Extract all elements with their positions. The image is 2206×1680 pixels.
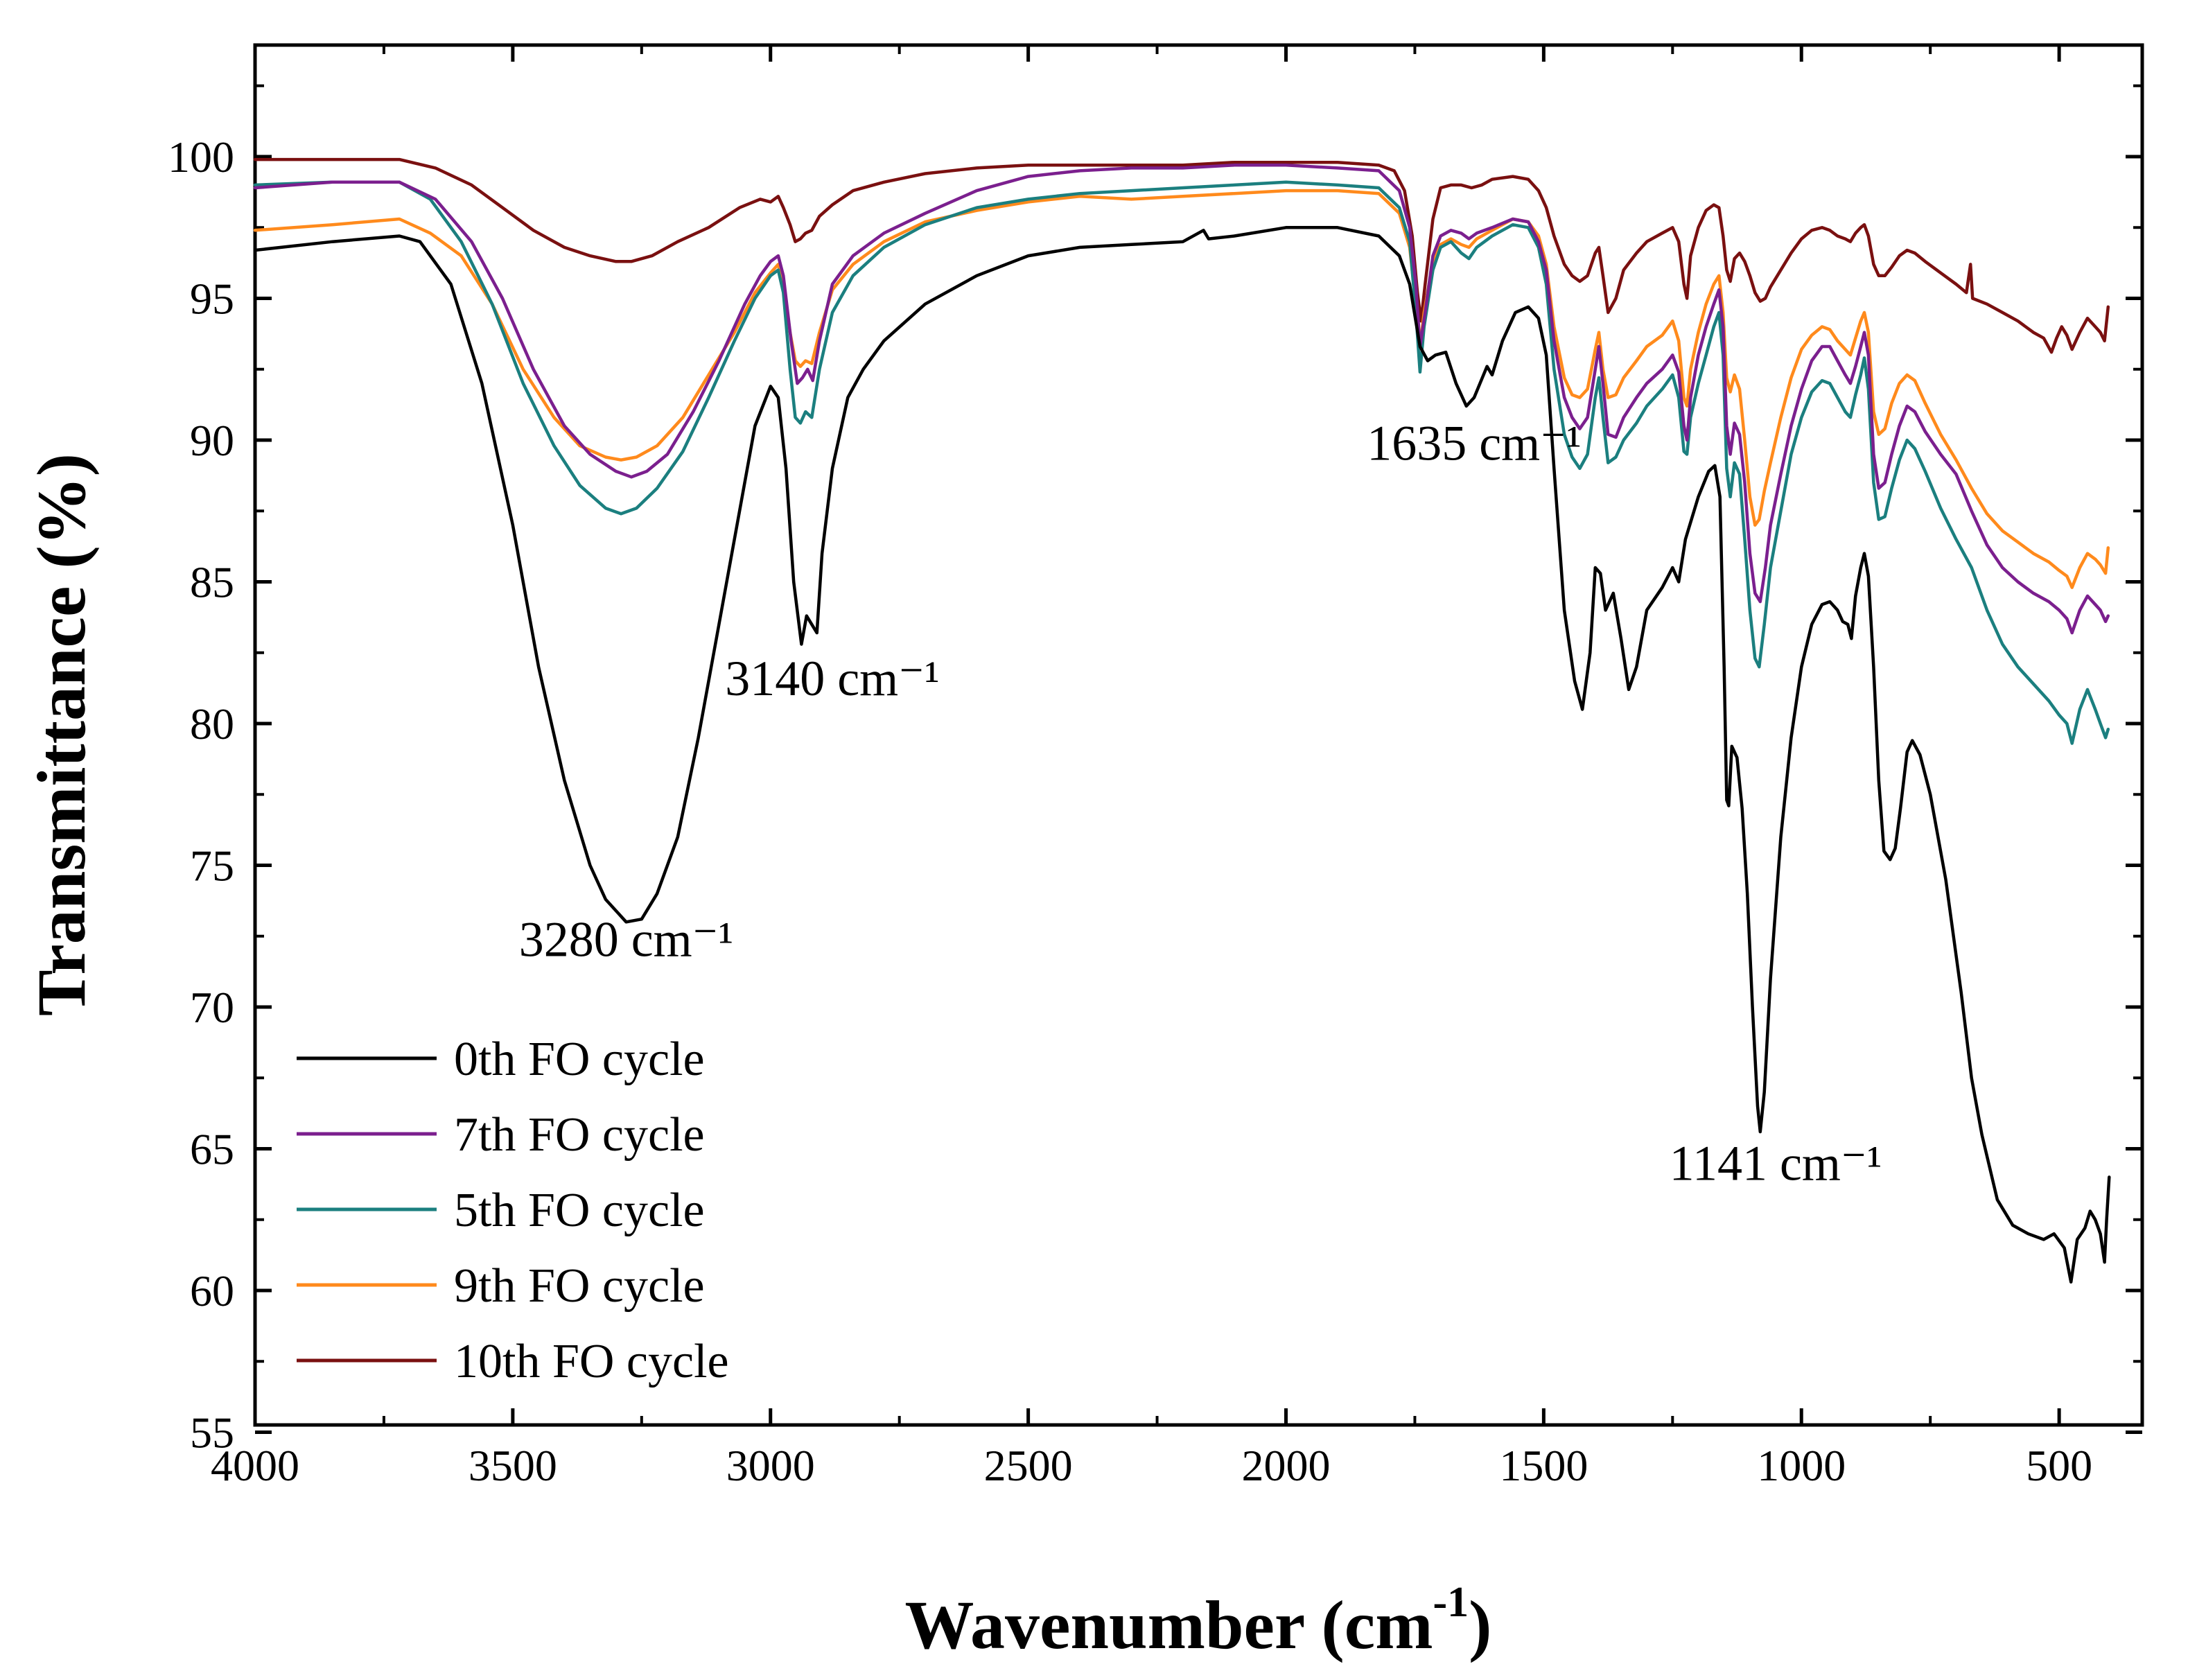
y-tick-label: 100 (168, 132, 234, 182)
peak-annotation: 1635 cm⁻¹ (1367, 416, 1582, 471)
y-tick-label: 70 (190, 983, 234, 1032)
y-tick-label: 65 (190, 1125, 234, 1174)
series-line-2 (253, 180, 2110, 745)
x-axis-title-main: Wavenumber (cm (905, 1586, 1433, 1663)
y-tick-label: 85 (190, 558, 234, 607)
x-axis-title-sup: -1 (1433, 1579, 1469, 1626)
legend-label: 9th FO cycle (454, 1259, 705, 1313)
y-tick-label: 80 (190, 699, 234, 749)
peak-annotations: 3280 cm⁻¹ 3140 cm⁻¹ 1635 cm⁻¹ 1141 cm⁻¹ (519, 416, 1882, 1191)
y-tick-label: 75 (190, 841, 234, 891)
y-axis-title: Transmittance (%) (23, 453, 100, 1016)
plot-frame (253, 43, 2144, 1427)
x-axis-title-end: ) (1469, 1586, 1491, 1663)
y-tick-label: 55 (190, 1408, 234, 1458)
x-tick-label: 3500 (469, 1441, 557, 1490)
x-tick-label: 4000 (211, 1441, 299, 1490)
x-tick-label: 1500 (1499, 1441, 1588, 1490)
peak-annotation: 1141 cm⁻¹ (1670, 1135, 1882, 1191)
peak-annotation: 3140 cm⁻¹ (725, 651, 940, 706)
legend-label: 10th FO cycle (454, 1335, 729, 1388)
peak-annotation: 3280 cm⁻¹ (519, 911, 734, 967)
x-tick-label: 500 (2026, 1441, 2092, 1490)
x-axis-title: Wavenumber (cm-1) (905, 1579, 1492, 1663)
y-tick-label: 95 (190, 274, 234, 324)
series-line-4 (253, 157, 2110, 354)
x-tick-label: 2000 (1242, 1441, 1331, 1490)
y-tick-label: 60 (190, 1266, 234, 1315)
x-tick-label: 2500 (984, 1441, 1073, 1490)
legend: 0th FO cycle 7th FO cycle 5th FO cycle 9th … (297, 1033, 729, 1388)
legend-label: 7th FO cycle (454, 1108, 705, 1162)
x-tick-label: 3000 (726, 1441, 815, 1490)
series-line-3 (253, 189, 2110, 589)
series-lines (253, 157, 2111, 1284)
y-tick-label: 90 (190, 416, 234, 465)
x-tick-label: 1000 (1757, 1441, 1846, 1490)
axis-ticks (253, 45, 2142, 1434)
legend-label: 0th FO cycle (454, 1033, 705, 1086)
series-line-1 (253, 164, 2110, 635)
series-line-0 (253, 226, 2111, 1284)
axis-tick-labels: 4000 3500 3000 2500 2000 1500 1000 500 55 60 65 70 7… (168, 132, 2092, 1490)
legend-label: 5th FO cycle (454, 1184, 705, 1237)
